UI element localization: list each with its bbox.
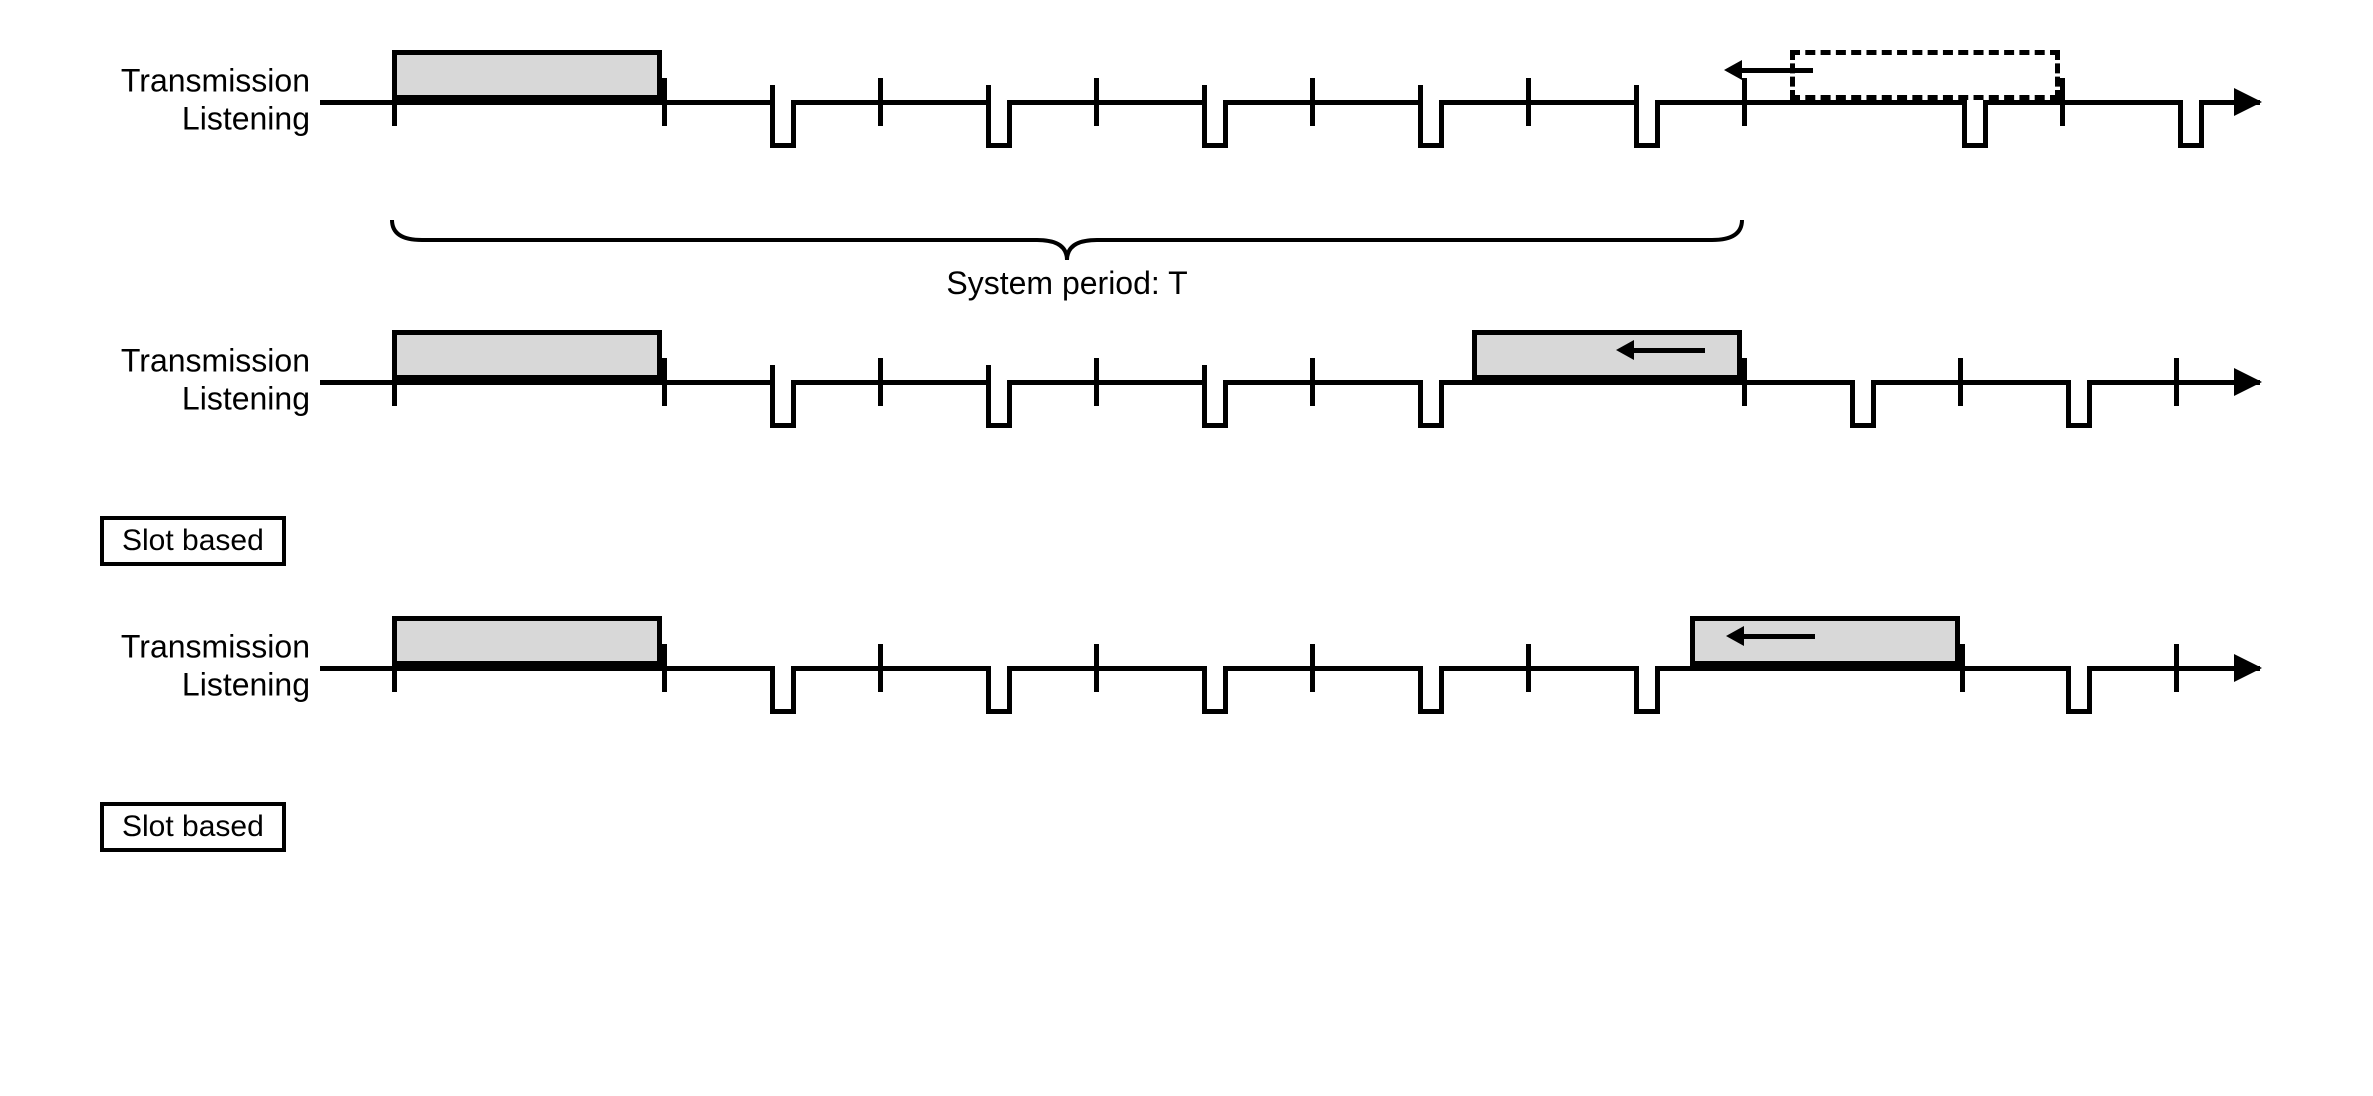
axis-labels: TransmissionListening — [40, 342, 310, 419]
listen-slot — [986, 666, 1012, 714]
axis-line — [320, 380, 2260, 385]
transmission-label: Transmission — [40, 62, 310, 100]
listen-slot — [1202, 666, 1228, 714]
listen-slot — [1850, 380, 1876, 428]
slot-based-badge: Slot based — [100, 516, 286, 566]
tick-long — [1742, 78, 1747, 126]
listen-slot — [1634, 100, 1660, 148]
tick-long — [1960, 644, 1965, 692]
listen-slot — [986, 380, 1012, 428]
transmission-slot — [392, 330, 662, 380]
timeline-t1: TransmissionListening — [40, 40, 2333, 160]
listen-slot — [770, 666, 796, 714]
tick-long — [1310, 644, 1315, 692]
transmission-slot — [1472, 330, 1742, 380]
listen-slot — [986, 100, 1012, 148]
tick-long — [1526, 644, 1531, 692]
arrow-left-icon — [1740, 634, 1815, 639]
tick-long — [662, 644, 667, 692]
listen-slot — [1418, 666, 1444, 714]
listen-slot — [1418, 100, 1444, 148]
slot-based-badge: Slot based — [100, 802, 286, 852]
listen-slot — [1202, 380, 1228, 428]
tick-long — [662, 358, 667, 406]
transmission-slot — [392, 50, 662, 100]
axis — [320, 606, 2260, 726]
tick-long — [1094, 644, 1099, 692]
tick-long — [878, 358, 883, 406]
system-period-brace: System period: T — [320, 220, 2260, 310]
tick-long — [662, 78, 667, 126]
tick-long — [1310, 358, 1315, 406]
tick-long — [2174, 358, 2179, 406]
listen-slot — [2178, 100, 2204, 148]
tick-long — [1526, 78, 1531, 126]
arrow-left-icon — [1738, 68, 1813, 73]
tick-long — [1094, 358, 1099, 406]
tick-long — [878, 644, 883, 692]
axis-labels: TransmissionListening — [40, 62, 310, 139]
arrow-right-icon — [2234, 88, 2262, 116]
timeline-t2: TransmissionListening — [40, 320, 2333, 440]
listen-slot — [1418, 380, 1444, 428]
tick-long — [878, 78, 883, 126]
transmission-slot — [392, 616, 662, 666]
arrow-left-icon — [1630, 348, 1705, 353]
axis — [320, 320, 2260, 440]
tick-long — [2060, 78, 2065, 126]
axis-line — [320, 666, 2260, 671]
system-period-label: System period: T — [927, 265, 1207, 302]
timeline-t3: TransmissionListening — [40, 606, 2333, 726]
transmission-label: Transmission — [40, 342, 310, 380]
listen-slot — [770, 100, 796, 148]
arrow-right-icon — [2234, 654, 2262, 682]
brace-icon — [320, 220, 2260, 270]
axis-labels: TransmissionListening — [40, 628, 310, 705]
listen-slot — [770, 380, 796, 428]
tick-long — [1958, 358, 1963, 406]
listen-slot — [2066, 666, 2092, 714]
tick-long — [1310, 78, 1315, 126]
listening-label: Listening — [40, 666, 310, 704]
listen-slot — [2066, 380, 2092, 428]
tick-long — [2174, 644, 2179, 692]
axis — [320, 40, 2260, 160]
transmission-label: Transmission — [40, 628, 310, 666]
tick-long — [1742, 358, 1747, 406]
arrow-right-icon — [2234, 368, 2262, 396]
listen-slot — [1962, 100, 1988, 148]
listen-slot — [1202, 100, 1228, 148]
tick-long — [1094, 78, 1099, 126]
listening-label: Listening — [40, 380, 310, 418]
listening-label: Listening — [40, 100, 310, 138]
transmission-slot-dashed — [1790, 50, 2060, 100]
listen-slot — [1634, 666, 1660, 714]
